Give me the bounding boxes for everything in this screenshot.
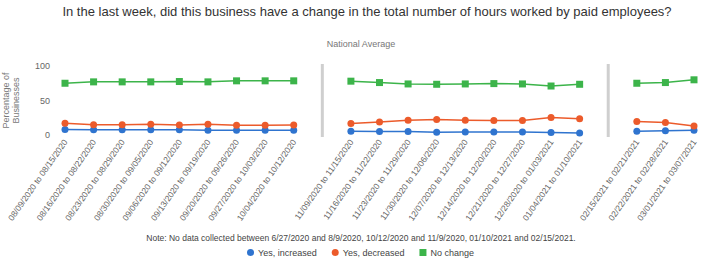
legend: Yes, increased Yes, decreased No change [247,248,474,258]
y-axis-label-line: Businesses [11,77,21,124]
marker [62,120,69,127]
series-line [65,117,694,126]
marker [119,78,126,85]
marker [90,121,97,128]
marker [176,78,183,85]
marker [662,127,669,134]
marker [548,129,555,136]
marker [633,80,640,87]
marker [633,128,640,135]
marker [62,80,69,87]
marker [204,121,211,128]
subtitle: National Average [327,39,395,49]
marker [519,128,526,135]
series-line [65,80,694,86]
marker [662,119,669,126]
marker [519,80,526,87]
y-axis-label-line: Percentage of [1,72,11,129]
marker [462,128,469,135]
marker [262,122,269,129]
y-tick-label: 50 [40,96,50,106]
legend-symbol [332,249,339,256]
marker [376,79,383,86]
marker [290,77,297,84]
y-tick-label: 0 [45,130,50,140]
marker [576,115,583,122]
marker [462,117,469,124]
legend-label: Yes, increased [258,248,317,258]
y-axis-label: Percentage ofBusinesses [1,72,21,129]
marker [233,77,240,84]
note: Note: No data collected between 6/27/202… [146,233,575,243]
marker [490,128,497,135]
marker [576,129,583,136]
marker [405,80,412,87]
marker [462,80,469,87]
marker [691,76,698,83]
marker [519,117,526,124]
marker [147,78,154,85]
gap-divider [321,64,324,137]
marker [490,80,497,87]
marker [119,121,126,128]
marker [233,122,240,129]
marker [576,81,583,88]
y-tick-label: 100 [35,61,50,71]
marker [490,117,497,124]
marker [405,117,412,124]
chart: In the last week, did this business have… [0,0,722,259]
marker [691,123,698,130]
marker [548,83,555,90]
marker [347,78,354,85]
plot-area [62,76,698,136]
marker [176,121,183,128]
marker [347,120,354,127]
marker [204,78,211,85]
marker [662,79,669,86]
marker [262,77,269,84]
marker [147,121,154,128]
legend-symbol [419,249,426,256]
marker [290,121,297,128]
marker [433,129,440,136]
marker [433,116,440,123]
legend-label: No change [430,248,474,258]
marker [62,126,69,133]
gap-divider [607,64,610,137]
marker [376,128,383,135]
x-tick-label: 03/01/2021 to 03/07/2021 [635,137,699,222]
marker [405,128,412,135]
marker [548,114,555,121]
marker [347,128,354,135]
legend-label: Yes, decreased [343,248,405,258]
marker [376,118,383,125]
title: In the last week, did this business have… [62,4,671,19]
marker [433,81,440,88]
marker [90,78,97,85]
marker [633,118,640,125]
x-tick-label: 01/04/2021 to 01/10/2021 [521,137,585,222]
legend-symbol [247,249,254,256]
x-tick-label: 10/04/2020 to 10/12/2020 [235,137,299,222]
